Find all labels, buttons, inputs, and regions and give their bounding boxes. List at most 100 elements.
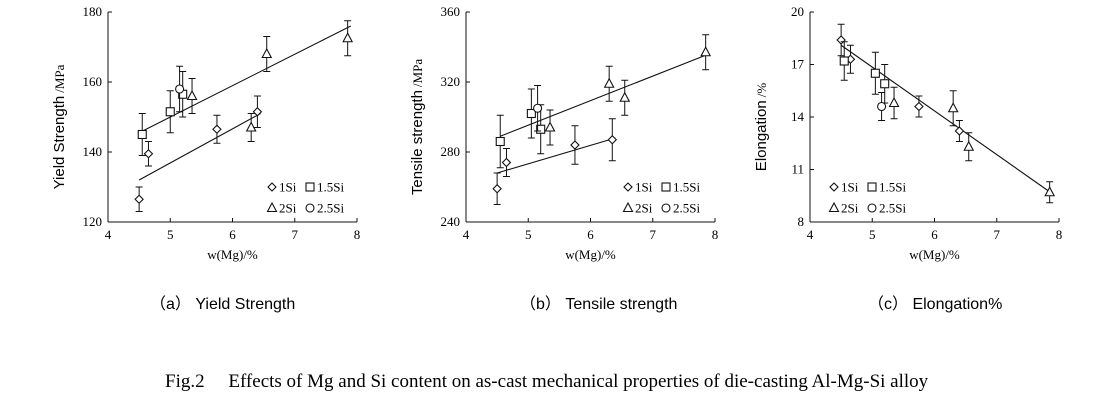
chart-panel-1: 120 140 160 180 4 5 6 7 8 w(Mg)/% Yield Strength/M…	[51, 4, 360, 313]
data-point-triangle	[963, 140, 975, 151]
trend-line	[138, 113, 261, 181]
y-axis-unit: /MPa	[410, 59, 425, 87]
legend-label: 1.5Si	[879, 180, 906, 195]
series-2_5si	[877, 92, 887, 121]
data-point-square	[880, 79, 890, 89]
data-point-triangle	[888, 96, 900, 108]
y-axis-unit: /%	[754, 83, 769, 98]
panel-caption: （a） Yield Strength	[150, 295, 295, 313]
data-point-diamond	[134, 194, 144, 205]
series-2si	[544, 34, 712, 146]
data-point-circle	[533, 103, 543, 113]
x-tick-label: 8	[1056, 227, 1063, 242]
data-point-diamond	[212, 124, 222, 135]
legend-label: 1.5Si	[673, 180, 700, 195]
x-tick-label: 6	[931, 227, 938, 242]
x-tick-label: 5	[869, 227, 876, 242]
legend-marker-circle	[305, 203, 315, 213]
legend-marker-circle	[867, 203, 877, 213]
data-point-square	[165, 107, 175, 117]
data-point-diamond	[954, 126, 965, 136]
x-axis-label: w(Mg)/%	[909, 247, 960, 262]
x-tick-label: 4	[105, 227, 112, 242]
data-point-square	[839, 56, 849, 66]
y-tick-label: 8	[798, 214, 805, 229]
y-tick-label: 280	[441, 144, 461, 159]
x-tick-label: 5	[525, 227, 532, 242]
x-tick-label: 7	[292, 227, 299, 242]
legend-label: 1Si	[635, 180, 653, 195]
legend-marker-circle	[661, 203, 671, 213]
series-1si	[836, 23, 965, 142]
series-2si	[186, 20, 354, 142]
trend-line	[500, 53, 709, 137]
legend-label: 2Si	[841, 201, 859, 216]
data-point-diamond	[143, 148, 154, 159]
legend-marker-diamond	[829, 182, 839, 192]
y-tick-label: 11	[791, 162, 804, 177]
series-1_5si	[137, 71, 188, 156]
series-1si	[492, 118, 618, 205]
data-point-triangle	[1044, 186, 1056, 197]
data-point-diamond	[492, 183, 502, 194]
legend-marker-triangle	[622, 201, 634, 213]
data-point-triangle	[544, 121, 556, 132]
y-axis-title: Tensile strength	[409, 90, 426, 195]
y-tick-label: 180	[83, 4, 103, 19]
series-1_5si	[495, 88, 546, 169]
y-tick-label: 14	[791, 109, 805, 124]
y-tick-label: 320	[441, 74, 461, 89]
data-point-triangle	[619, 91, 631, 102]
legend-marker-triangle	[828, 201, 840, 213]
data-point-triangle	[186, 89, 198, 101]
y-tick-label: 20	[791, 4, 804, 19]
trend-line	[138, 25, 352, 134]
legend-marker-square	[867, 182, 877, 192]
legend: 1Si 1.5Si 2Si 2.5Si	[622, 180, 700, 216]
series-1si	[134, 95, 263, 212]
legend-marker-diamond	[623, 182, 633, 192]
legend: 1Si 1.5Si 2Si 2.5Si	[266, 180, 344, 216]
x-tick-label: 6	[587, 227, 594, 242]
y-axis-label: Elongation /%	[753, 83, 770, 172]
y-tick-label: 240	[441, 214, 461, 229]
x-tick-label: 8	[354, 227, 361, 242]
data-point-triangle	[261, 47, 273, 59]
trend-line	[496, 137, 616, 174]
legend: 1Si 1.5Si 2Si 2.5Si	[828, 180, 906, 216]
legend-label: 1Si	[279, 180, 297, 195]
y-axis-title: Elongation	[753, 100, 770, 171]
legend-label: 1Si	[841, 180, 859, 195]
legend-marker-square	[661, 182, 671, 192]
data-point-diamond	[914, 101, 924, 112]
y-axis-unit: /MPa	[52, 64, 67, 92]
series-2_5si	[533, 85, 543, 132]
legend-marker-diamond	[267, 182, 277, 192]
legend-marker-triangle	[266, 201, 278, 213]
panel-caption: （b） Tensile strength	[520, 295, 677, 313]
x-tick-label: 4	[807, 227, 814, 242]
data-point-triangle	[245, 121, 257, 132]
data-point-square	[495, 136, 505, 147]
y-tick-label: 140	[83, 144, 103, 159]
legend-marker-square	[305, 182, 315, 192]
x-axis-label: w(Mg)/%	[207, 247, 258, 262]
data-point-triangle	[947, 102, 959, 113]
data-point-triangle	[342, 32, 354, 43]
y-tick-label: 120	[83, 214, 103, 229]
legend-label: 2.5Si	[673, 201, 700, 216]
y-tick-label: 360	[441, 4, 461, 19]
legend-label: 2Si	[279, 201, 297, 216]
figure-caption: Fig.2 Effects of Mg and Si content on as…	[165, 371, 929, 392]
series-2_5si	[175, 65, 185, 113]
data-point-square	[870, 68, 880, 78]
x-tick-label: 7	[994, 227, 1001, 242]
y-axis-label: Tensile strength/MPa	[409, 59, 426, 195]
legend-label: 2Si	[635, 201, 653, 216]
data-point-square	[526, 108, 536, 119]
data-point-triangle	[700, 46, 712, 57]
series-2si	[888, 86, 1056, 204]
trend-line	[840, 44, 1054, 195]
data-point-triangle	[603, 77, 615, 88]
chart-panels: 120 140 160 180 4 5 6 7 8 w(Mg)/% Yield Strength/M…	[51, 4, 1062, 313]
